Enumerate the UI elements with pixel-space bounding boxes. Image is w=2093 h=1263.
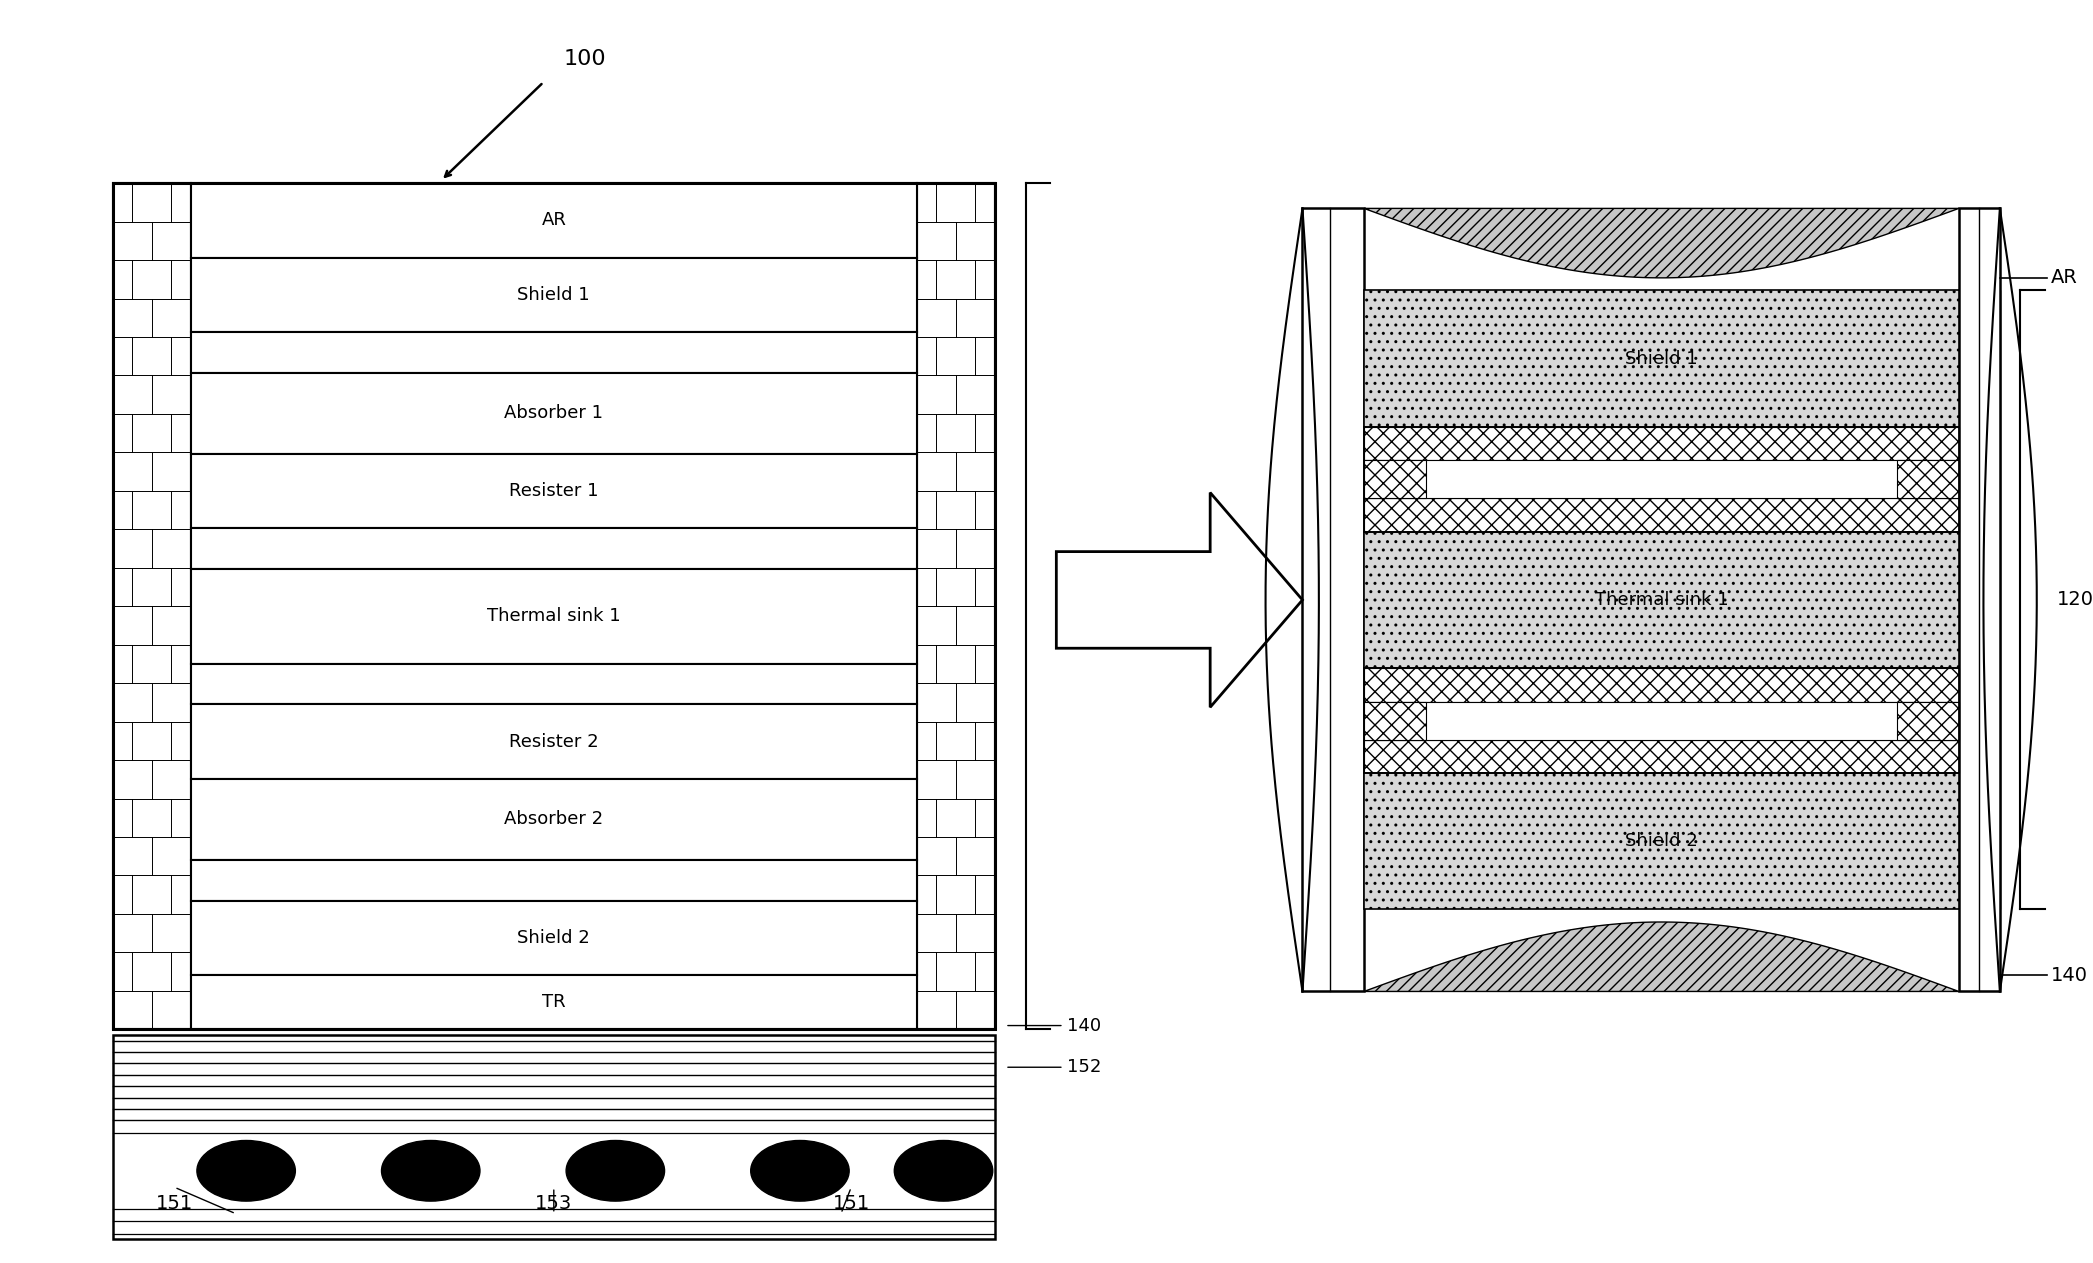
- Circle shape: [751, 1140, 850, 1201]
- Bar: [1365, 740, 1959, 773]
- Text: Shield 1: Shield 1: [1624, 350, 1697, 368]
- Text: Absorber 2: Absorber 2: [504, 811, 603, 829]
- Bar: [1302, 208, 1365, 991]
- Text: 140: 140: [1009, 1017, 1101, 1034]
- Bar: [190, 570, 917, 664]
- Bar: [190, 664, 917, 705]
- Bar: [190, 373, 917, 453]
- Text: Thermal sink 1: Thermal sink 1: [488, 608, 622, 625]
- Bar: [1959, 290, 1999, 909]
- Polygon shape: [1365, 922, 1959, 991]
- Bar: [113, 183, 190, 1029]
- Text: TR: TR: [542, 993, 565, 1012]
- Bar: [1365, 668, 1959, 702]
- Text: Resister 2: Resister 2: [509, 733, 599, 750]
- Polygon shape: [1057, 493, 1302, 707]
- Bar: [190, 779, 917, 860]
- Bar: [1323, 290, 1365, 909]
- Bar: [1365, 460, 1959, 498]
- Bar: [1365, 702, 1425, 740]
- Circle shape: [565, 1140, 666, 1201]
- Bar: [190, 183, 917, 258]
- Text: 151: 151: [155, 1194, 193, 1212]
- Bar: [190, 860, 917, 901]
- Bar: [190, 453, 917, 528]
- Bar: [190, 705, 917, 779]
- Bar: [1365, 668, 1959, 773]
- Bar: [1365, 532, 1959, 668]
- Bar: [190, 332, 917, 373]
- Text: Resister 1: Resister 1: [509, 482, 599, 500]
- Text: 140: 140: [2051, 965, 2089, 985]
- Text: Absorber 1: Absorber 1: [504, 404, 603, 422]
- Bar: [190, 975, 917, 1029]
- Text: Thermal sink 1: Thermal sink 1: [1595, 591, 1729, 609]
- Bar: [190, 528, 917, 570]
- Bar: [1365, 427, 1959, 460]
- Bar: [1365, 427, 1959, 532]
- Bar: [1365, 460, 1425, 498]
- Bar: [113, 183, 994, 1029]
- Text: 120: 120: [2057, 590, 2093, 610]
- Text: 152: 152: [1009, 1058, 1101, 1076]
- Bar: [1365, 498, 1959, 532]
- Text: 151: 151: [833, 1194, 871, 1212]
- Text: Shield 1: Shield 1: [517, 285, 590, 304]
- Bar: [1896, 460, 1959, 498]
- Bar: [1365, 773, 1959, 909]
- Bar: [190, 901, 917, 975]
- Circle shape: [197, 1140, 295, 1201]
- Bar: [1365, 290, 1959, 427]
- Bar: [190, 258, 917, 332]
- Text: Shield 2: Shield 2: [517, 930, 590, 947]
- Text: 153: 153: [536, 1194, 571, 1212]
- Bar: [917, 183, 994, 1029]
- Circle shape: [894, 1140, 992, 1201]
- Text: 120: 120: [1072, 596, 1107, 616]
- Text: Shield 2: Shield 2: [1624, 832, 1697, 850]
- Bar: [1365, 702, 1959, 740]
- Text: AR: AR: [542, 211, 567, 230]
- Bar: [113, 1036, 994, 1239]
- Polygon shape: [1365, 208, 1959, 278]
- Text: 100: 100: [563, 49, 605, 69]
- Bar: [1959, 208, 1999, 991]
- Text: AR: AR: [2051, 268, 2078, 288]
- Bar: [1896, 702, 1959, 740]
- Circle shape: [381, 1140, 479, 1201]
